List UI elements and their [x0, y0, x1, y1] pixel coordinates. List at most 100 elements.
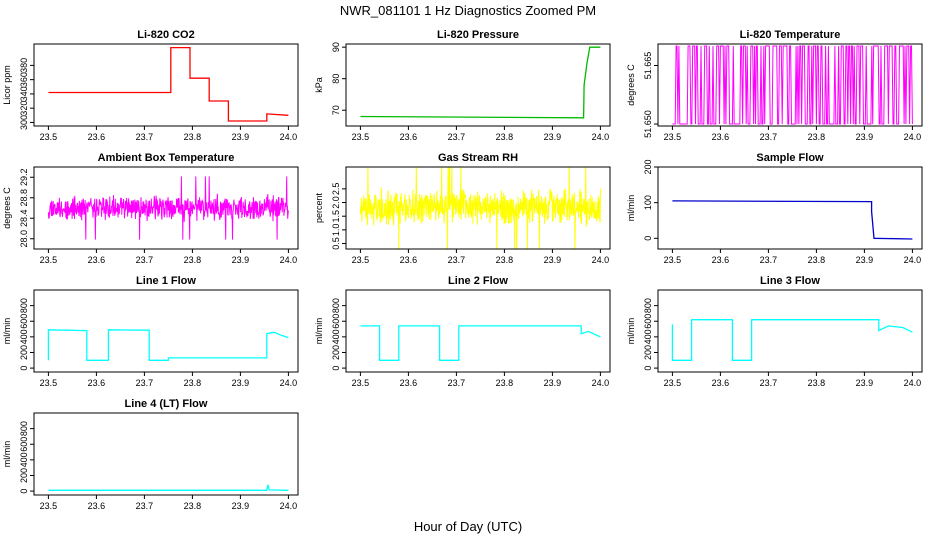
x-tick-label: 24.0: [592, 132, 610, 142]
x-tick-label: 24.0: [280, 501, 298, 511]
y-tick-label: 90: [331, 42, 341, 52]
y-tick-label: 600: [19, 437, 29, 452]
x-tick-label: 23.6: [88, 501, 106, 511]
plot-frame: [345, 289, 611, 373]
series-line: [360, 325, 601, 361]
y-tick-label: 28.4: [19, 209, 29, 227]
x-tick-label: 23.7: [448, 132, 466, 142]
x-tick-label: 24.0: [280, 255, 298, 265]
series-line: [47, 329, 289, 361]
y-tick-label: 200: [643, 159, 653, 174]
x-tick-label: 24.0: [904, 132, 922, 142]
y-tick-label: 70: [331, 105, 341, 115]
plot-frame: [33, 289, 299, 373]
x-tick-label: 23.6: [400, 378, 418, 388]
x-tick-label: 24.0: [904, 378, 922, 388]
plot-frame: [657, 289, 923, 373]
series-line: [47, 176, 289, 240]
x-tick-label: 23.9: [544, 255, 562, 265]
panel-4: Ambient Box Temperature degrees C 23.5 23.6…: [2, 152, 299, 265]
y-axis-label: ml/min: [2, 441, 12, 468]
y-tick-label: 600: [19, 314, 29, 329]
panel-title: Li-820 Pressure: [437, 29, 519, 41]
y-tick-label: 0: [331, 366, 341, 371]
y-axis-label: ml/min: [2, 318, 12, 345]
y-tick-label: 380: [19, 58, 29, 73]
y-tick-label: 400: [19, 329, 29, 344]
x-tick-label: 23.8: [808, 255, 826, 265]
x-tick-label: 23.8: [808, 132, 826, 142]
y-axis-label: ml/min: [626, 195, 636, 222]
y-tick-label: 0.5: [331, 237, 341, 250]
y-axis-label: kPa: [314, 77, 324, 93]
y-tick-label: 0: [19, 489, 29, 494]
series-line: [359, 167, 601, 249]
panel-title: Ambient Box Temperature: [98, 152, 235, 164]
panel-8: Line 2 Flow ml/min 23.5 23.6 23.7 23.8 23.9 24.…: [314, 275, 611, 388]
panel-title: Li-820 CO2: [137, 29, 194, 41]
panel-10: Line 4 (LT) Flow ml/min 23.5 23.6 23.7 23.8 23…: [2, 398, 299, 511]
x-tick-label: 23.8: [496, 132, 514, 142]
x-tick-label: 23.9: [232, 255, 250, 265]
panel-title: Line 3 Flow: [760, 275, 820, 287]
y-tick-label: 1.5: [331, 210, 341, 223]
x-tick-label: 23.7: [136, 378, 154, 388]
x-tick-label: 24.0: [280, 378, 298, 388]
y-tick-label: 29.2: [19, 168, 29, 186]
y-tick-label: 800: [643, 298, 653, 313]
x-tick-label: 23.9: [544, 378, 562, 388]
x-tick-label: 23.9: [856, 132, 874, 142]
y-tick-label: 2.0: [331, 196, 341, 209]
y-tick-label: 0: [643, 366, 653, 371]
y-axis-label: degrees C: [626, 64, 636, 106]
panel-5: Gas Stream RH percent 23.5 23.6 23.7 23.8 23.9…: [314, 152, 611, 265]
plot-frame: [657, 43, 923, 127]
y-axis-label: degrees C: [2, 187, 12, 229]
x-tick-label: 23.6: [712, 132, 730, 142]
panel-2: Li-820 Pressure kPa 23.5 23.6 23.7 23.8 23.9 24…: [314, 29, 611, 142]
panel-title: Sample Flow: [756, 152, 824, 164]
x-tick-label: 23.5: [352, 132, 370, 142]
y-tick-label: 28.8: [19, 189, 29, 207]
x-tick-label: 23.7: [448, 378, 466, 388]
y-tick-label: 1.0: [331, 224, 341, 237]
y-tick-label: 340: [19, 86, 29, 101]
y-tick-label: 320: [19, 101, 29, 116]
series-line: [48, 484, 289, 491]
series-line: [48, 46, 289, 122]
y-tick-label: 28.0: [19, 230, 29, 248]
x-tick-label: 23.6: [400, 132, 418, 142]
x-tick-label: 23.6: [400, 255, 418, 265]
x-tick-label: 23.5: [664, 255, 682, 265]
panel-title: Line 4 (LT) Flow: [125, 398, 208, 410]
x-tick-label: 23.7: [760, 378, 778, 388]
y-tick-label: 2.5: [331, 183, 341, 196]
x-tick-label: 23.7: [760, 132, 778, 142]
panel-3: Li-820 Temperature degrees C 23.5 23.6 23.7 2…: [626, 29, 923, 142]
x-tick-label: 24.0: [592, 378, 610, 388]
x-tick-label: 23.5: [352, 255, 370, 265]
panel-title: Line 2 Flow: [448, 275, 508, 287]
x-tick-label: 23.6: [712, 378, 730, 388]
y-tick-label: 400: [331, 329, 341, 344]
panel-title: Line 1 Flow: [136, 275, 196, 287]
x-tick-label: 23.5: [664, 132, 682, 142]
y-tick-label: 0: [19, 366, 29, 371]
x-tick-label: 23.8: [184, 378, 202, 388]
plot-frame: [33, 43, 299, 127]
x-tick-label: 23.8: [184, 501, 202, 511]
y-tick-label: 0: [643, 236, 653, 241]
x-tick-label: 23.9: [544, 132, 562, 142]
x-tick-label: 23.5: [352, 378, 370, 388]
y-tick-label: 200: [643, 345, 653, 360]
y-tick-label: 600: [643, 314, 653, 329]
figure-x-label: Hour of Day (UTC): [414, 519, 522, 534]
x-tick-label: 24.0: [592, 255, 610, 265]
x-tick-label: 23.8: [496, 255, 514, 265]
y-tick-label: 400: [643, 329, 653, 344]
x-tick-label: 23.9: [856, 378, 874, 388]
x-tick-label: 23.9: [232, 132, 250, 142]
series-line: [360, 46, 601, 119]
panel-title: Gas Stream RH: [438, 152, 518, 164]
